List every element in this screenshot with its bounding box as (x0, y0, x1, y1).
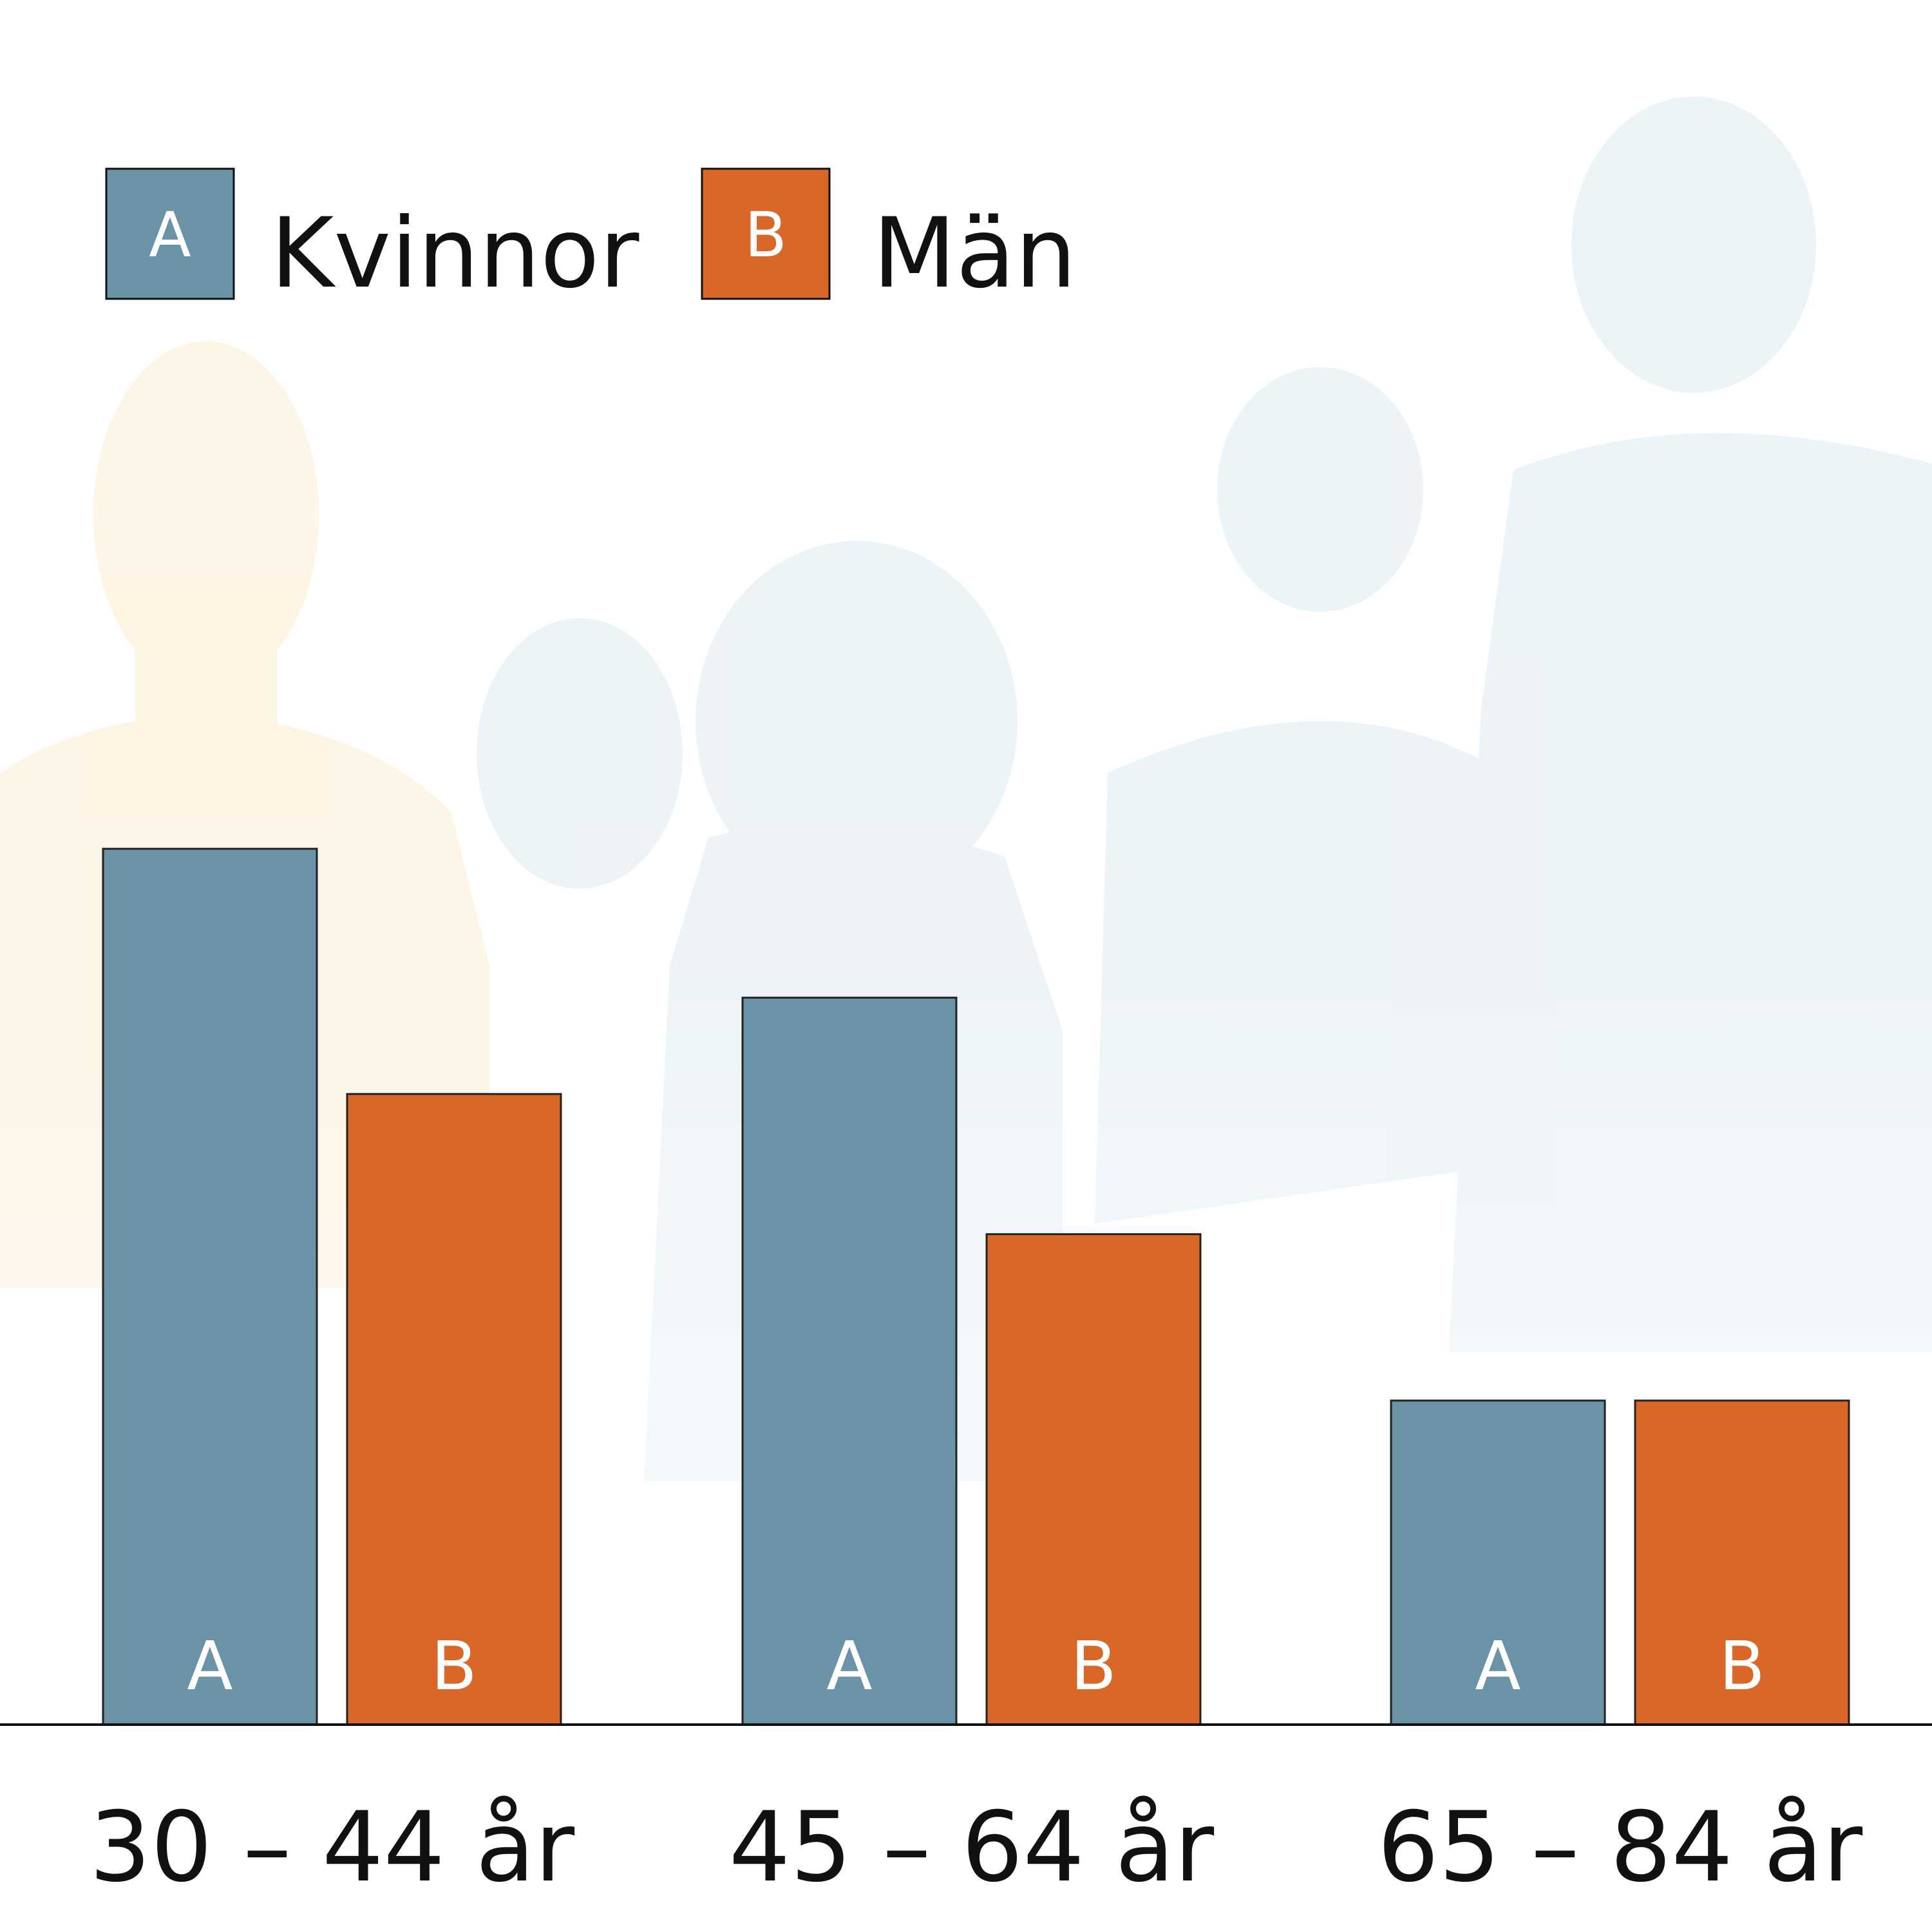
legend: A Kvinnor B Män (105, 167, 1076, 310)
bar-man-2 (1634, 1399, 1850, 1726)
legend-swatch-kvinnor (105, 167, 235, 300)
category-label-0: 30 – 44 år (90, 1792, 575, 1904)
bar-key-man-1: B (1070, 1627, 1116, 1705)
bar-kvinnor-1 (741, 996, 958, 1726)
legend-swatch-man (701, 167, 831, 300)
legend-label-kvinnor: Kvinnor (270, 198, 639, 310)
category-label-1: 45 – 64 år (729, 1792, 1215, 1904)
legend-item-man: B Män (701, 167, 1076, 310)
legend-item-kvinnor: A Kvinnor (105, 167, 639, 310)
bar-key-man-0: B (431, 1627, 477, 1705)
legend-key-man: B (744, 199, 787, 271)
bar-kvinnor-0 (102, 848, 318, 1726)
bar-kvinnor-2 (1390, 1399, 1606, 1726)
bar-key-kvinnor-2: A (1475, 1627, 1520, 1705)
bar-key-kvinnor-1: A (826, 1627, 872, 1705)
bars (102, 848, 1850, 1726)
bar-man-0 (346, 1093, 562, 1726)
category-label-2: 65 – 84 år (1378, 1792, 1863, 1904)
bar-key-kvinnor-0: A (187, 1627, 232, 1705)
legend-label-man: Män (873, 198, 1076, 310)
legend-key-kvinnor: A (149, 199, 191, 271)
bar-key-man-2: B (1719, 1627, 1765, 1705)
category-labels: 30 – 44 år 45 – 64 år 65 – 84 år (90, 1792, 1863, 1904)
